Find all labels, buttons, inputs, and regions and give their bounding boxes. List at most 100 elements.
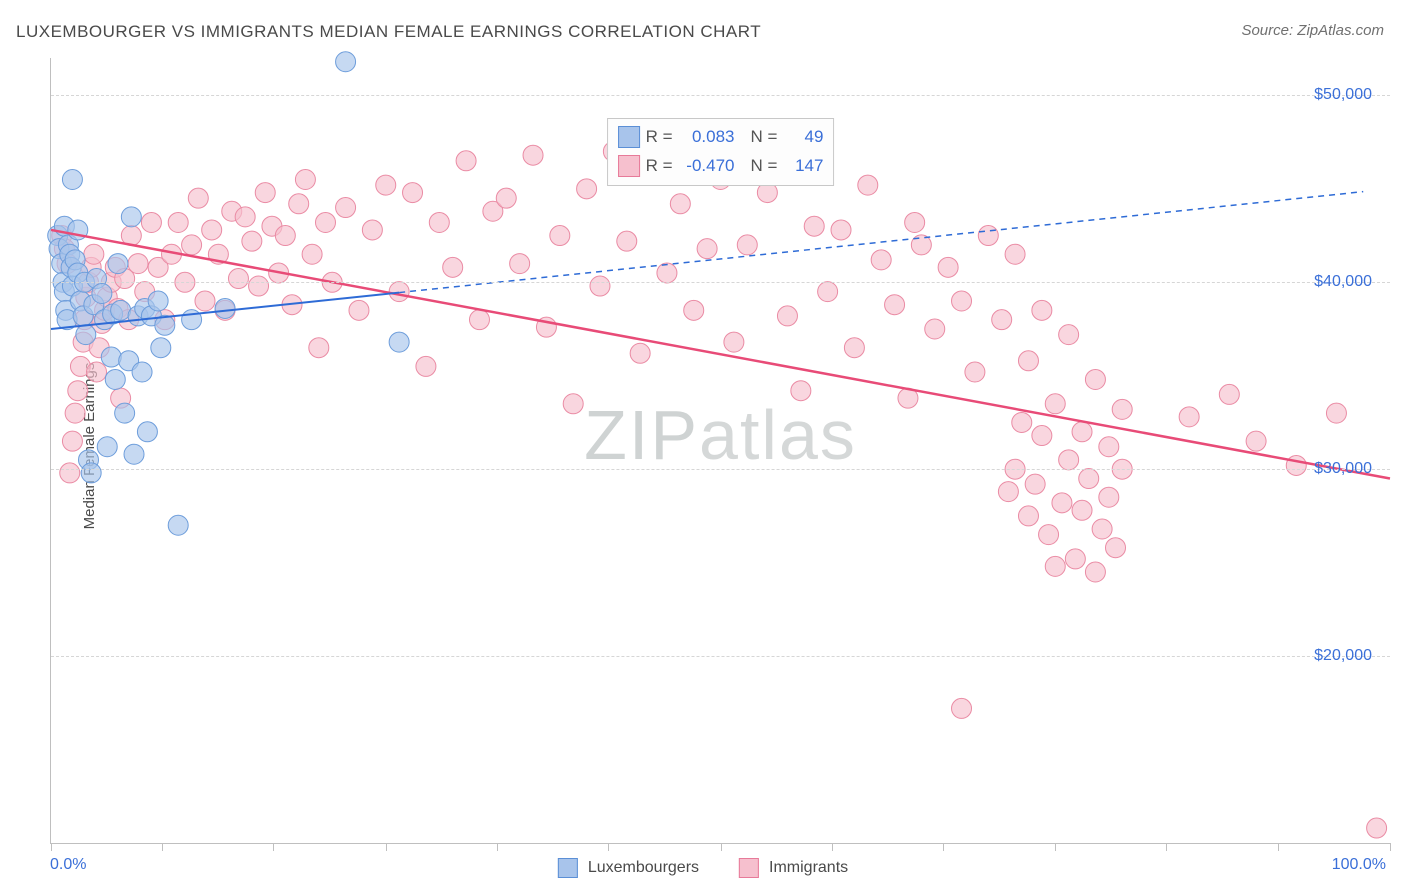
data-point: [121, 207, 141, 227]
data-point: [84, 244, 104, 264]
data-point: [1018, 351, 1038, 371]
correlation-legend-row: R =-0.470N =147: [618, 152, 824, 181]
y-tick-label: $20,000: [1314, 647, 1372, 665]
data-point: [443, 257, 463, 277]
x-tick: [51, 843, 52, 851]
plot-area: ZIPatlas R =0.083N =49R =-0.470N =147 $2…: [50, 58, 1390, 844]
gridline: [51, 95, 1390, 96]
legend-label: Luxembourgers: [588, 859, 699, 877]
data-point: [148, 291, 168, 311]
data-point: [1032, 426, 1052, 446]
data-point: [1106, 538, 1126, 558]
data-point: [1039, 525, 1059, 545]
data-point: [952, 291, 972, 311]
data-point: [550, 226, 570, 246]
data-point: [1045, 556, 1065, 576]
r-label: R =: [646, 123, 673, 152]
x-tick: [162, 843, 163, 851]
y-tick-label: $40,000: [1314, 273, 1372, 291]
data-point: [697, 239, 717, 259]
data-point: [590, 276, 610, 296]
data-point: [523, 145, 543, 165]
data-point: [1045, 394, 1065, 414]
data-point: [905, 212, 925, 232]
data-point: [1326, 403, 1346, 423]
x-tick: [1166, 843, 1167, 851]
data-point: [76, 325, 96, 345]
data-point: [92, 284, 112, 304]
data-point: [249, 276, 269, 296]
data-point: [215, 298, 235, 318]
y-tick-label: $50,000: [1314, 86, 1372, 104]
data-point: [737, 235, 757, 255]
data-point: [818, 282, 838, 302]
data-point: [992, 310, 1012, 330]
data-point: [858, 175, 878, 195]
data-point: [1052, 493, 1072, 513]
data-point: [885, 295, 905, 315]
data-point: [1025, 474, 1045, 494]
data-point: [235, 207, 255, 227]
data-point: [389, 332, 409, 352]
r-value: 0.083: [679, 123, 735, 152]
data-point: [60, 463, 80, 483]
correlation-legend-row: R =0.083N =49: [618, 123, 824, 152]
legend-swatch: [618, 155, 640, 177]
data-point: [168, 515, 188, 535]
data-point: [1092, 519, 1112, 539]
data-point: [670, 194, 690, 214]
chart-source: Source: ZipAtlas.com: [1241, 22, 1384, 39]
data-point: [577, 179, 597, 199]
data-point: [115, 403, 135, 423]
x-tick: [497, 843, 498, 851]
data-point: [315, 212, 335, 232]
data-point: [195, 291, 215, 311]
trendline-immigrants: [51, 230, 1390, 479]
data-point: [97, 437, 117, 457]
data-point: [362, 220, 382, 240]
r-value: -0.470: [679, 152, 735, 181]
gridline: [51, 656, 1390, 657]
data-point: [952, 698, 972, 718]
data-point: [804, 216, 824, 236]
data-point: [1065, 549, 1085, 569]
correlation-legend: R =0.083N =49R =-0.470N =147: [607, 118, 835, 186]
data-point: [1099, 437, 1119, 457]
legend-item: Immigrants: [739, 858, 848, 878]
data-point: [871, 250, 891, 270]
legend-swatch: [618, 126, 640, 148]
data-point: [469, 310, 489, 330]
y-tick-label: $30,000: [1314, 460, 1372, 478]
data-point: [429, 212, 449, 232]
x-axis-min-label: 0.0%: [50, 856, 86, 874]
data-point: [978, 226, 998, 246]
data-point: [563, 394, 583, 414]
data-point: [228, 269, 248, 289]
data-point: [101, 347, 121, 367]
legend-label: Immigrants: [769, 859, 848, 877]
data-point: [1005, 244, 1025, 264]
data-point: [724, 332, 744, 352]
x-tick: [1278, 843, 1279, 851]
data-point: [108, 254, 128, 274]
data-point: [1012, 412, 1032, 432]
data-point: [844, 338, 864, 358]
data-point: [68, 381, 88, 401]
data-point: [1085, 369, 1105, 389]
x-tick: [721, 843, 722, 851]
n-label: N =: [751, 152, 778, 181]
data-point: [416, 356, 436, 376]
data-point: [376, 175, 396, 195]
data-point: [275, 226, 295, 246]
data-point: [295, 169, 315, 189]
x-tick: [1055, 843, 1056, 851]
trendline-lux-dashed: [399, 192, 1363, 293]
data-point: [349, 300, 369, 320]
n-value: 49: [783, 123, 823, 152]
x-tick: [386, 843, 387, 851]
x-tick: [943, 843, 944, 851]
data-point: [1219, 384, 1239, 404]
data-point: [137, 422, 157, 442]
x-tick: [832, 843, 833, 851]
data-point: [510, 254, 530, 274]
